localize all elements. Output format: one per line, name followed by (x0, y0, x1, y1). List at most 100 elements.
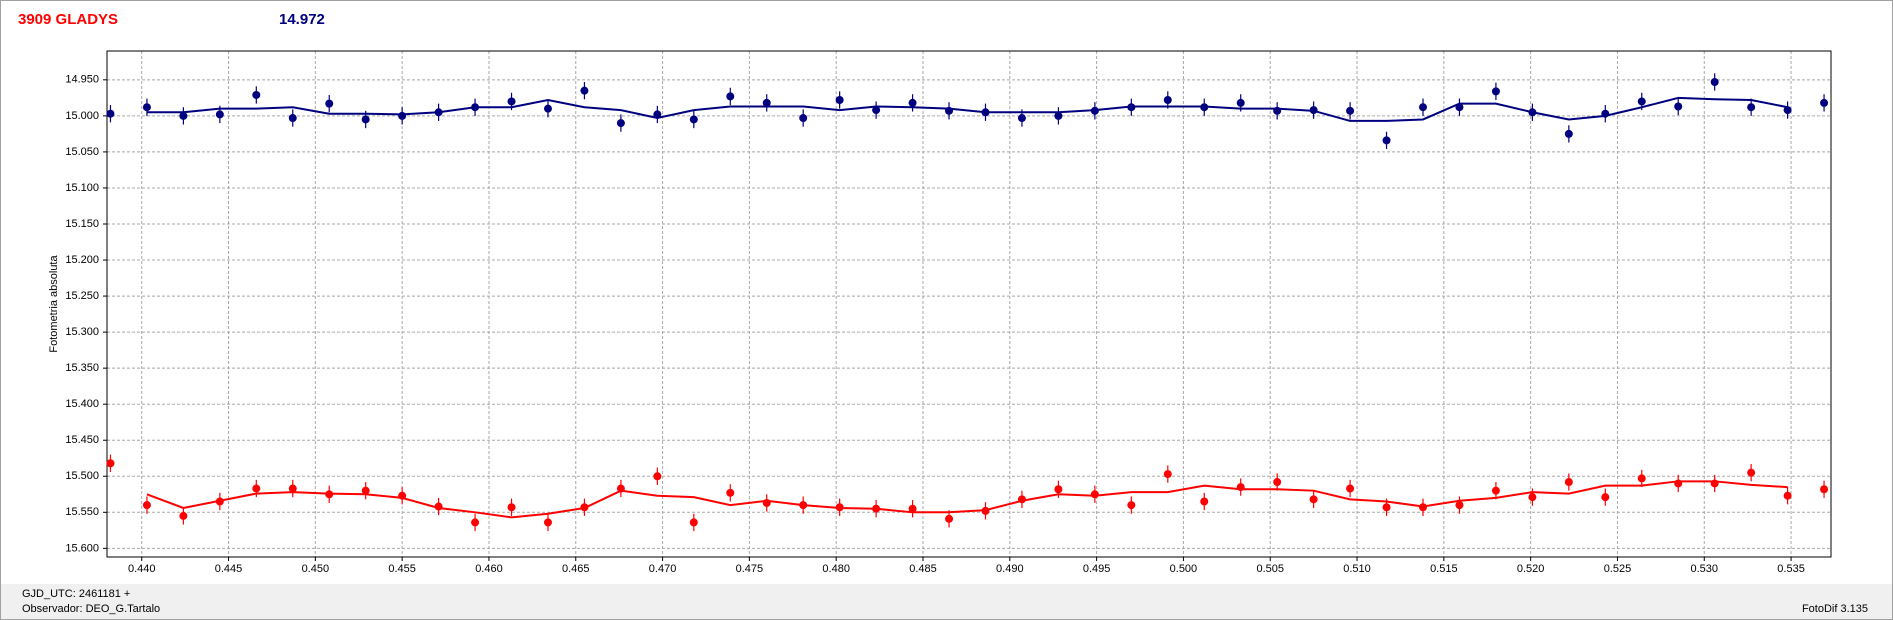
data-point (179, 511, 188, 520)
data-point (1710, 479, 1719, 488)
y-tick-label: 15.150 (65, 218, 99, 230)
data-point (908, 504, 917, 513)
data-point (1090, 106, 1099, 115)
data-point (1419, 503, 1428, 512)
data-point (252, 90, 261, 99)
x-tick-label: 0.465 (562, 563, 590, 575)
data-point (1820, 98, 1829, 107)
y-tick-label: 15.500 (65, 470, 99, 482)
x-tick-label: 0.450 (302, 563, 330, 575)
data-point (1820, 485, 1829, 494)
x-tick-label: 0.520 (1517, 563, 1545, 575)
data-point (872, 504, 881, 513)
data-point (762, 498, 771, 507)
data-point (1747, 103, 1756, 112)
data-point (398, 111, 407, 120)
y-tick-label: 15.600 (65, 542, 99, 554)
plot-area (107, 51, 1831, 557)
data-point (1747, 468, 1756, 477)
y-tick-label: 15.300 (65, 326, 99, 338)
y-tick-label: 15.550 (65, 506, 99, 518)
object-name: 3909 GLADYS (18, 11, 118, 28)
data-point (1674, 479, 1683, 488)
version-label: FotoDif 3.135 (1802, 603, 1868, 615)
data-point (288, 114, 297, 123)
x-tick-label: 0.455 (388, 563, 416, 575)
data-point (106, 109, 115, 118)
data-point (1419, 103, 1428, 112)
data-point (726, 92, 735, 101)
data-point (1163, 470, 1172, 479)
data-point (1200, 497, 1209, 506)
x-tick-label: 0.440 (128, 563, 156, 575)
data-point (1528, 108, 1537, 117)
data-point (799, 501, 808, 510)
plot-border (106, 50, 1832, 558)
data-point (1491, 87, 1500, 96)
data-point (1309, 495, 1318, 504)
data-point (325, 490, 334, 499)
data-point (1637, 97, 1646, 106)
data-point (1455, 501, 1464, 510)
data-point (653, 472, 662, 481)
y-tick-label: 15.050 (65, 146, 99, 158)
data-point (1346, 106, 1355, 115)
data-point (653, 110, 662, 119)
data-point (1309, 106, 1318, 115)
data-point (543, 518, 552, 527)
data-point (1236, 98, 1245, 107)
data-point (1455, 103, 1464, 112)
data-point (1127, 103, 1136, 112)
y-tick-label: 15.350 (65, 362, 99, 374)
data-point (1564, 478, 1573, 487)
data-point (1710, 77, 1719, 86)
data-point (434, 108, 443, 117)
data-point (507, 97, 516, 106)
fit-line (146, 480, 1788, 519)
data-point (1163, 96, 1172, 105)
data-point (1783, 491, 1792, 500)
x-tick-label: 0.470 (649, 563, 677, 575)
data-point (1017, 114, 1026, 123)
data-point (1674, 102, 1683, 111)
data-point (689, 518, 698, 527)
x-tick-label: 0.505 (1256, 563, 1284, 575)
data-point (325, 99, 334, 108)
x-tick-label: 0.515 (1430, 563, 1458, 575)
data-point (689, 115, 698, 124)
data-point (945, 514, 954, 523)
data-point (1017, 495, 1026, 504)
x-tick-label: 0.495 (1083, 563, 1111, 575)
x-tick-label: 0.460 (475, 563, 503, 575)
data-point (580, 86, 589, 95)
data-point (288, 484, 297, 493)
data-point (142, 103, 151, 112)
data-point (799, 114, 808, 123)
magnitude: 14.972 (279, 11, 325, 28)
fit-line (146, 96, 1788, 122)
y-tick-label: 15.200 (65, 254, 99, 266)
x-tick-label: 0.525 (1604, 563, 1632, 575)
data-point (1127, 501, 1136, 510)
data-point (835, 503, 844, 512)
data-point (398, 491, 407, 500)
x-tick-label: 0.490 (996, 563, 1024, 575)
x-tick-label: 0.480 (822, 563, 850, 575)
data-point (945, 106, 954, 115)
data-point (872, 106, 881, 115)
x-tick-label: 0.475 (736, 563, 764, 575)
data-point (106, 459, 115, 468)
y-tick-label: 15.400 (65, 398, 99, 410)
data-point (1564, 129, 1573, 138)
footer-bar (1, 584, 1892, 619)
data-point (908, 98, 917, 107)
data-point (507, 503, 516, 512)
data-point (1054, 111, 1063, 120)
data-point (1346, 484, 1355, 493)
x-tick-label: 0.510 (1343, 563, 1371, 575)
gjd-label: GJD_UTC: 2461181 + (22, 588, 130, 600)
data-point (1382, 136, 1391, 145)
x-tick-label: 0.530 (1690, 563, 1718, 575)
data-point (142, 501, 151, 510)
data-point (762, 98, 771, 107)
